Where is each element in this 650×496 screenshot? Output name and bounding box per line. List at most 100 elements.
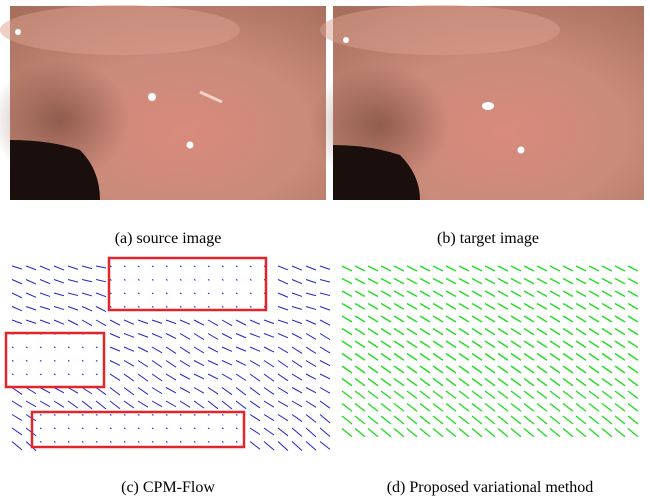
flow-vector xyxy=(536,427,548,438)
flow-vector xyxy=(207,306,210,308)
flow-vector xyxy=(341,365,353,374)
flow-vector xyxy=(207,414,210,416)
cpm-flow-field xyxy=(11,265,331,452)
flow-vector xyxy=(471,365,483,374)
flow-vector xyxy=(39,427,42,430)
flow-vector xyxy=(549,390,561,400)
flow-vector xyxy=(406,265,418,272)
flow-vector xyxy=(341,340,353,349)
flow-vector xyxy=(367,327,379,336)
flow-vector xyxy=(249,441,261,450)
flow-vector xyxy=(109,400,121,410)
flow-vector xyxy=(277,279,289,285)
flow-vector xyxy=(277,292,289,298)
flow-vector xyxy=(193,292,196,295)
flow-vector xyxy=(484,327,496,336)
flow-vector xyxy=(549,340,561,349)
flow-vector xyxy=(380,365,392,374)
flow-vector xyxy=(445,365,457,374)
flow-vector xyxy=(11,360,14,362)
flow-vector xyxy=(523,365,535,374)
flow-vector xyxy=(53,360,56,362)
flow-vector xyxy=(523,315,535,323)
flow-vector xyxy=(235,333,247,339)
flow-vector xyxy=(193,346,205,354)
flow-vector xyxy=(588,427,600,438)
flow-vector xyxy=(406,365,418,374)
flow-vector xyxy=(432,402,444,412)
flow-vector xyxy=(627,290,639,298)
flow-vector xyxy=(95,400,107,410)
flow-vector xyxy=(137,427,140,430)
flow-vector xyxy=(305,265,317,271)
flow-vector xyxy=(95,414,98,416)
flow-vector xyxy=(406,377,418,387)
flow-vector xyxy=(25,265,37,271)
flow-vector xyxy=(471,340,483,349)
flow-vector xyxy=(562,327,574,336)
flow-vector xyxy=(207,292,210,295)
flow-vector xyxy=(221,279,224,281)
flow-vector xyxy=(67,427,70,430)
flow-vector xyxy=(367,302,379,310)
flow-vector xyxy=(484,377,496,387)
flow-vector xyxy=(81,427,84,430)
flow-vector xyxy=(497,302,509,310)
flow-vector xyxy=(67,373,70,376)
flow-vector xyxy=(53,414,56,416)
flow-vector xyxy=(458,352,470,361)
flow-vector xyxy=(109,346,121,352)
flow-vector xyxy=(419,265,431,272)
flow-vector xyxy=(53,387,65,394)
flow-vector xyxy=(549,327,561,336)
flow-vector xyxy=(165,333,177,340)
flow-vector xyxy=(588,327,600,336)
flow-vector xyxy=(458,377,470,387)
flow-vector xyxy=(179,279,182,281)
flow-vector xyxy=(419,427,431,438)
flow-vector xyxy=(588,390,600,400)
flow-vector xyxy=(471,377,483,387)
flow-vector xyxy=(432,277,444,285)
flow-vector xyxy=(291,319,303,325)
flow-vector xyxy=(235,441,238,443)
flow-vector xyxy=(81,414,84,416)
flow-vector xyxy=(406,402,418,412)
flow-vector xyxy=(291,373,303,381)
flow-vector xyxy=(354,340,366,349)
flow-vector xyxy=(249,292,252,295)
flow-vector xyxy=(151,387,163,395)
flow-vector xyxy=(458,327,470,336)
flow-vector xyxy=(81,306,93,312)
flow-vector xyxy=(419,277,431,285)
flow-vector xyxy=(354,377,366,387)
flow-vector xyxy=(53,400,65,408)
flow-vector xyxy=(484,315,496,323)
flow-vector xyxy=(53,441,56,443)
flow-vector xyxy=(235,319,247,326)
flow-vector xyxy=(305,346,317,354)
flow-vector xyxy=(497,365,509,374)
flow-vector xyxy=(319,319,331,326)
flow-vector xyxy=(627,277,639,285)
flow-vector xyxy=(81,279,93,283)
flow-vector xyxy=(484,402,496,412)
flow-vector xyxy=(235,427,238,430)
flow-vector xyxy=(627,377,639,387)
flow-vector xyxy=(471,290,483,298)
flow-vector xyxy=(277,400,289,408)
flow-vector xyxy=(11,279,23,285)
flow-vector xyxy=(151,441,154,443)
flow-vector xyxy=(165,265,168,268)
flow-vector xyxy=(549,427,561,438)
flow-vector xyxy=(341,390,353,400)
flow-vector xyxy=(575,427,587,438)
flow-vector xyxy=(614,277,626,285)
flow-vector xyxy=(319,292,331,297)
flow-vector xyxy=(367,315,379,323)
flow-vector xyxy=(588,415,600,425)
flow-vector xyxy=(207,360,219,366)
flow-vector xyxy=(11,306,23,312)
flow-vector xyxy=(393,402,405,412)
flow-vector xyxy=(536,352,548,361)
